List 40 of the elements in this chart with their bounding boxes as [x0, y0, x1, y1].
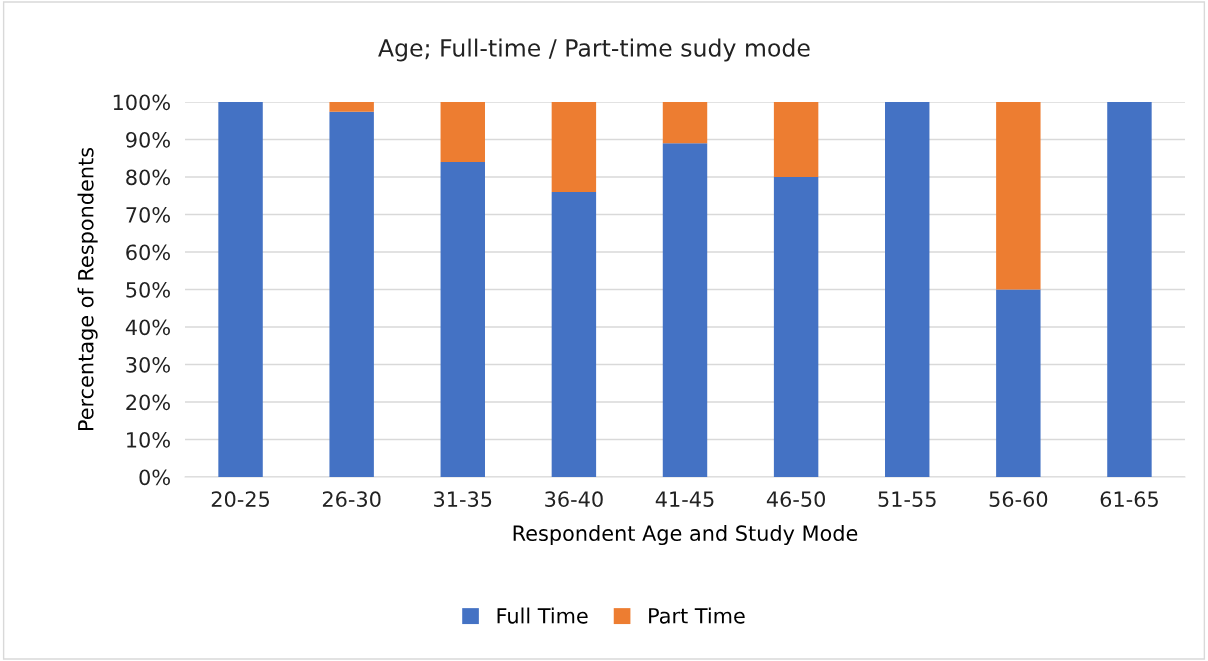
x-axis-title: Respondent Age and Study Mode [513, 524, 858, 546]
x-tick-label: 26-30 [322, 491, 381, 508]
bar [996, 289, 1041, 477]
legend-label: Part Time [649, 607, 745, 624]
y-tick-label: 10% [127, 431, 170, 448]
y-tick-label: 30% [126, 356, 170, 373]
bar [662, 143, 708, 477]
bar [773, 177, 819, 477]
x-tick-label: 41-45 [655, 491, 714, 508]
bar [662, 102, 708, 144]
chart-title: Age; Full-time / Part-time sudy mode [378, 38, 810, 62]
bar [329, 102, 374, 112]
legend-label: Full Time [497, 607, 588, 624]
bar [773, 102, 819, 177]
bar [885, 102, 930, 477]
y-tick-label: 70% [126, 206, 170, 223]
y-tick-label: 90% [126, 131, 170, 148]
x-tick-label: 36-40 [545, 491, 603, 508]
y-tick-label: 20% [126, 394, 170, 411]
x-tick-label: 61-65 [1100, 491, 1158, 508]
y-tick-label: 60% [126, 244, 170, 261]
bar [551, 192, 597, 477]
bar [1107, 102, 1152, 477]
y-tick-label: 80% [126, 169, 170, 186]
x-tick-label: 56-60 [989, 491, 1048, 508]
x-tick-label: 51-55 [878, 491, 936, 508]
bar [440, 102, 485, 162]
y-axis-title: Percentage of Respondents [77, 147, 98, 431]
x-tick-label: 31-35 [434, 491, 492, 508]
bar [551, 102, 597, 192]
y-tick-label: 100% [113, 94, 170, 111]
y-tick-label: 40% [125, 319, 170, 336]
bar [996, 102, 1041, 290]
bar [329, 111, 374, 477]
bar [218, 102, 263, 477]
x-tick-label: 20-25 [211, 491, 269, 508]
y-tick-label: 0% [139, 469, 170, 486]
y-tick-label: 50% [126, 281, 170, 298]
bar [440, 162, 485, 477]
x-tick-label: 46-50 [766, 491, 825, 508]
